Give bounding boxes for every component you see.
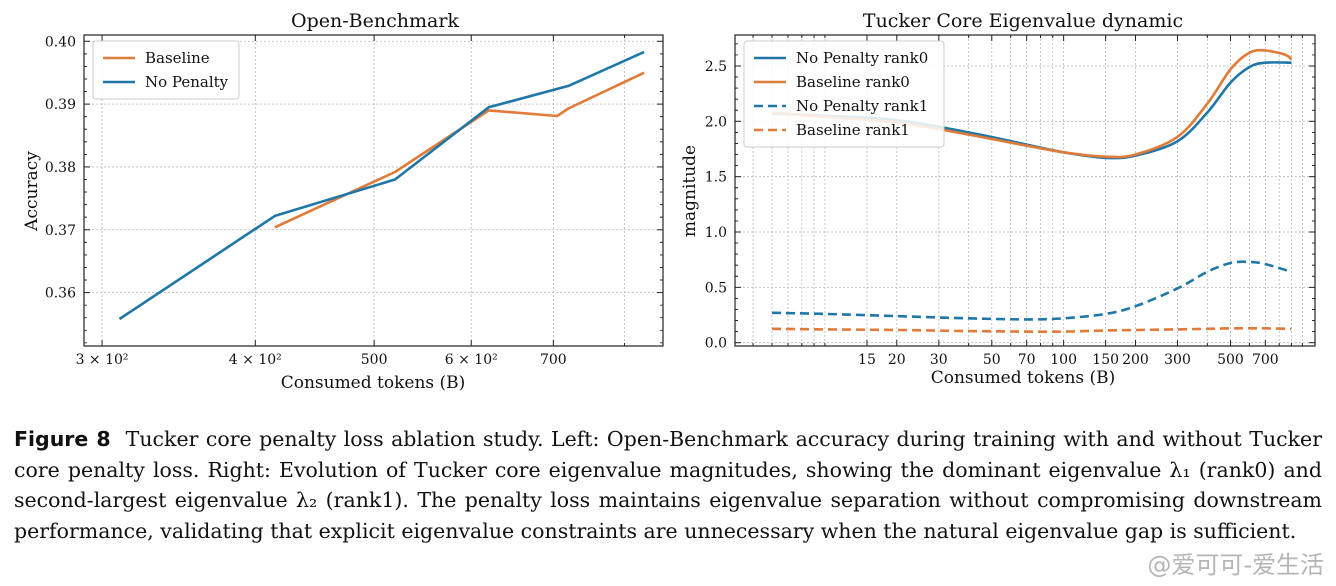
y-tick-label: 1.0 [705,225,727,241]
x-tick-label: 20 [888,352,906,368]
y-tick-label: 2.5 [705,59,727,75]
watermark: @爱可可-爱生活 [1147,551,1324,579]
x-tick-label: 100 [1050,352,1077,368]
y-tick-label: 1.5 [705,170,727,186]
y-tick-label: 0.39 [45,97,76,113]
y-tick-label: 0.0 [705,336,727,352]
left-plot-frame [83,34,664,347]
x-tick-label: 300 [1164,352,1191,368]
x-tick-label: 50 [983,352,1001,368]
left-chart-panel: Open-Benchmark Consumed tokens (B) Accur… [22,10,664,393]
legend-entry: Baseline rank1 [796,121,910,139]
y-tick-label: 0.5 [705,280,727,296]
series-line-baseline [274,71,645,229]
right-ticks: 15 20 30 50 70 100 150 200 300 500 700 0.0 0.5 1.0 1.5… [705,35,1315,368]
x-tick-label: 200 [1122,352,1149,368]
left-ticks: 3 × 10² 4 × 10² 500 6 × 10² 700 0.36 0.37 0.38 0… [45,34,663,368]
caption-label: Figure 8 [14,427,111,451]
left-x-axis-label: Consumed tokens (B) [281,373,466,393]
legend-entry: No Penalty [145,73,229,91]
left-chart-title: Open-Benchmark [291,10,459,32]
x-tick-label: 4 × 10² [229,352,282,368]
right-y-axis-label: magnitude [680,145,700,237]
y-tick-label: 0.40 [45,34,76,50]
left-y-axis-label: Accuracy [22,151,42,232]
legend-entry: Baseline rank0 [796,73,910,91]
right-chart-title: Tucker Core Eigenvalue dynamic [863,10,1183,32]
right-chart-panel: Tucker Core Eigenvalue dynamic Consumed … [680,10,1316,388]
right-plot-frame [734,34,1316,347]
y-tick-label: 0.36 [45,286,76,302]
x-tick-label: 30 [930,352,948,368]
left-grid [84,35,663,346]
x-tick-label: 700 [540,352,567,368]
right-legend: No Penalty rank0 Baseline rank0 No Penalty… [743,40,945,148]
x-tick-label: 500 [361,352,388,368]
legend-entry: No Penalty rank1 [796,97,928,115]
x-tick-label: 150 [1092,352,1119,368]
legend-box [743,40,945,148]
legend-box [92,40,240,100]
left-series-group [118,50,645,321]
right-x-axis-label: Consumed tokens (B) [931,368,1116,388]
x-tick-label: 15 [858,352,876,368]
x-tick-label: 6 × 10² [445,352,498,368]
x-tick-label: 700 [1252,352,1279,368]
x-tick-label: 500 [1217,352,1244,368]
legend-entry: Baseline [145,49,210,67]
left-legend: Baseline No Penalty [92,40,240,100]
caption-text: Tucker core penalty loss ablation study.… [14,427,1322,543]
legend-entry: No Penalty rank0 [796,49,928,67]
series-line-baseline-rank1 [771,326,1292,334]
figure-canvas: Open-Benchmark Consumed tokens (B) Accur… [22,10,1316,393]
x-tick-label: 70 [1018,352,1036,368]
series-line-no-penalty-rank1 [771,260,1292,321]
series-line-no-penalty [118,50,645,321]
x-tick-label: 3 × 10² [76,352,129,368]
y-tick-label: 2.0 [705,114,727,130]
figure-caption: Figure 8 Tucker core penalty loss ablati… [14,424,1322,546]
y-tick-label: 0.37 [45,223,76,239]
y-tick-label: 0.38 [45,160,76,176]
